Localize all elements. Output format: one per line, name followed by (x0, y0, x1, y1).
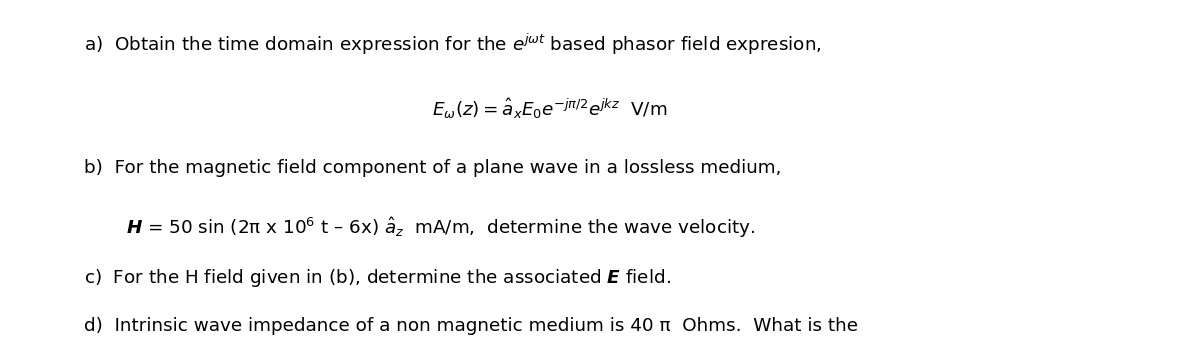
Text: d)  Intrinsic wave impedance of a non magnetic medium is 40 π  Ohms.  What is th: d) Intrinsic wave impedance of a non mag… (84, 317, 858, 335)
Text: b)  For the magnetic field component of a plane wave in a lossless medium,: b) For the magnetic field component of a… (84, 159, 781, 177)
Text: a)  Obtain the time domain expression for the $e^{j\omega t}$ based phasor field: a) Obtain the time domain expression for… (84, 32, 822, 57)
Text: $\boldsymbol{H}$ = 50 sin (2π x 10$^6$ t – 6x) $\hat{a}_z$  mA/m,  determine the: $\boldsymbol{H}$ = 50 sin (2π x 10$^6$ t… (126, 215, 755, 240)
Text: $\mathbf{\mathit{E}}_{\omega}(z) = \hat{a}_x E_0 e^{-j\pi/2} e^{jkz}$  V/m: $\mathbf{\mathit{E}}_{\omega}(z) = \hat{… (432, 97, 667, 121)
Text: c)  For the H field given in (b), determine the associated $\boldsymbol{E}$ fiel: c) For the H field given in (b), determi… (84, 267, 671, 289)
